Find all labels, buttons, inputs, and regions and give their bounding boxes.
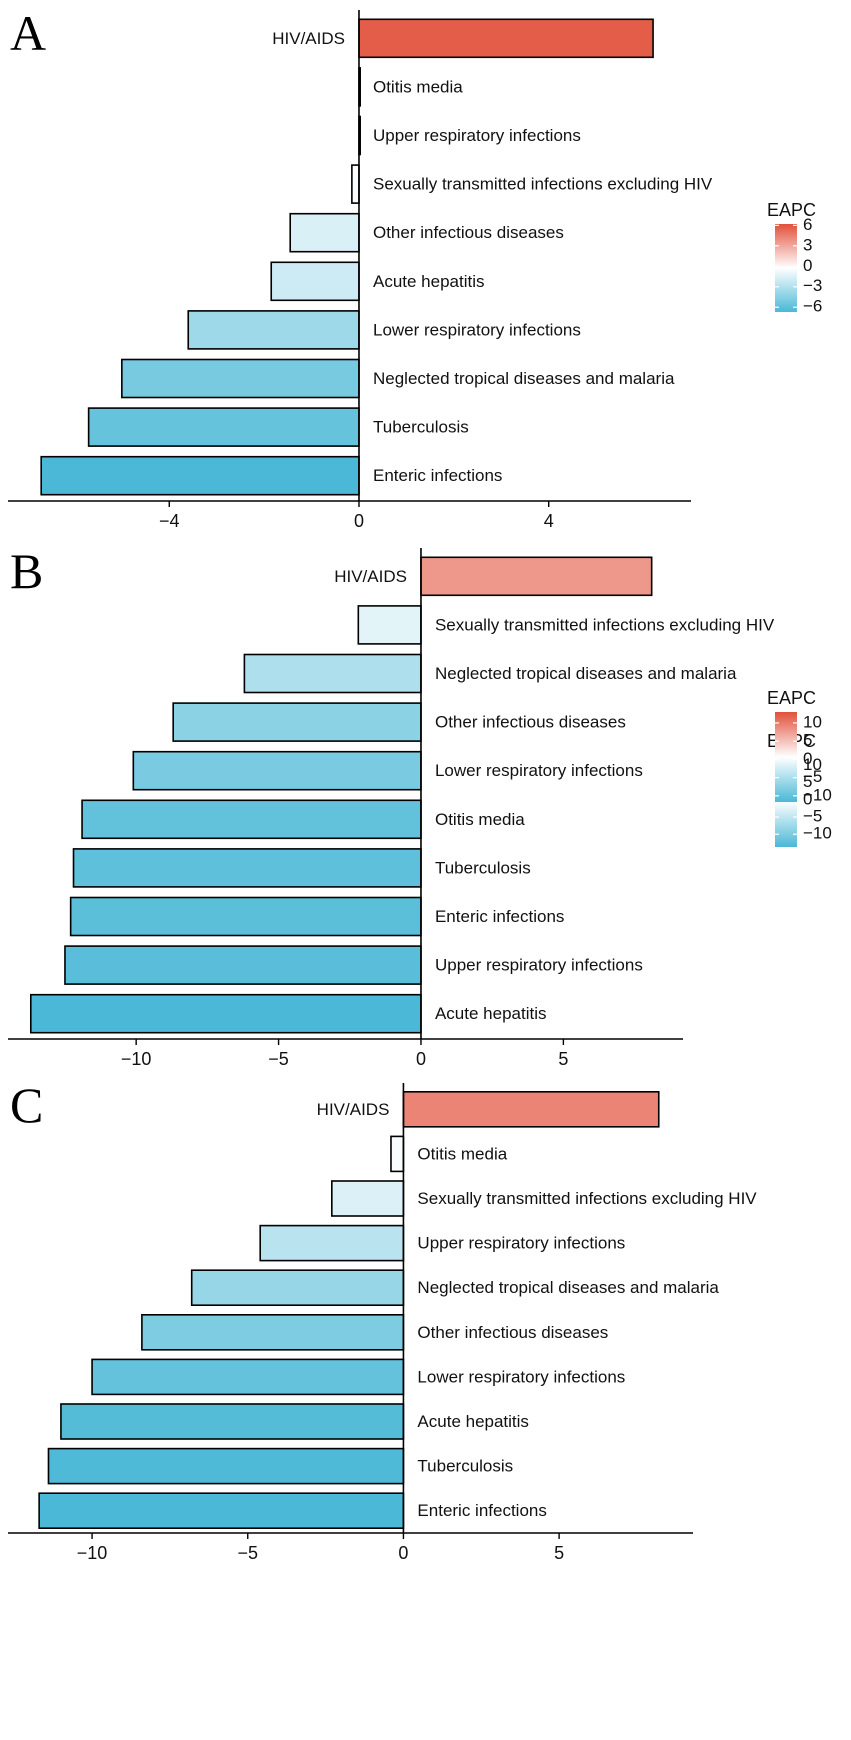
bar <box>289 212 360 253</box>
category-label: HIV/AIDS <box>334 567 407 586</box>
category-label: Otitis media <box>435 810 525 829</box>
category-label: Enteric infections <box>435 907 564 926</box>
bar <box>132 750 422 791</box>
category-label: Upper respiratory infections <box>435 956 643 975</box>
panel-letter: B <box>10 543 43 599</box>
legend-tick-label: −10 <box>803 824 832 843</box>
category-label: Acute hepatitis <box>435 1004 547 1023</box>
legend-tick-label: 5 <box>803 731 812 750</box>
legend-tick-label: 0 <box>803 256 812 275</box>
legend-tick-label: 10 <box>803 755 822 774</box>
category-label: Enteric infections <box>373 466 502 485</box>
legend-tick-label: −3 <box>803 276 822 295</box>
bar <box>81 799 422 840</box>
legend-colorbar <box>775 712 797 802</box>
x-tick-label: −10 <box>77 1543 108 1563</box>
bar <box>87 407 360 447</box>
legend-tick-label: 10 <box>803 712 822 731</box>
bar <box>259 1224 405 1262</box>
category-label: Otitis media <box>373 77 463 96</box>
category-label: Lower respiratory infections <box>373 320 581 339</box>
legend-colorbar <box>775 224 797 312</box>
bar <box>72 848 422 888</box>
bar <box>40 455 360 496</box>
category-label: Other infectious diseases <box>417 1323 608 1342</box>
bar <box>29 993 422 1034</box>
bar <box>270 261 360 302</box>
category-label: Upper respiratory infections <box>417 1234 625 1253</box>
category-label: Neglected tropical diseases and malaria <box>417 1278 719 1297</box>
category-label: Other infectious diseases <box>373 223 564 242</box>
legend-tick-label: −5 <box>803 767 822 786</box>
category-label: Sexually transmitted infections excludin… <box>373 175 713 194</box>
legend-title: EAPC <box>767 200 816 220</box>
legend-tick-label: −5 <box>803 807 822 826</box>
category-label: Neglected tropical diseases and malaria <box>435 664 737 683</box>
panel-c: C HIV/AIDS Otitis media Sexually transmitte… <box>8 688 832 1563</box>
bar <box>172 702 422 742</box>
panel-letter: A <box>10 5 46 61</box>
panel-letter: C <box>10 1077 43 1133</box>
category-label: Acute hepatitis <box>417 1412 529 1431</box>
bar <box>358 18 654 59</box>
category-label: Lower respiratory infections <box>435 761 643 780</box>
bar <box>190 1269 405 1306</box>
x-tick-label: 0 <box>354 511 364 531</box>
bar <box>91 1358 405 1396</box>
bar <box>357 605 422 645</box>
bar <box>187 310 360 350</box>
category-label: Tuberculosis <box>417 1457 513 1476</box>
bar <box>402 1091 660 1128</box>
x-tick-label: −4 <box>159 511 180 531</box>
bar <box>141 1314 405 1351</box>
legend-tick-label: 3 <box>803 235 812 254</box>
x-tick-label: 0 <box>416 1049 426 1069</box>
category-label: HIV/AIDS <box>272 29 345 48</box>
x-tick-label: −5 <box>237 1543 258 1563</box>
legend-tick-label: −10 <box>803 785 832 804</box>
legend-tick-label: 5 <box>803 772 812 791</box>
category-label: Enteric infections <box>417 1501 546 1520</box>
category-label: Neglected tropical diseases and malaria <box>373 369 675 388</box>
legend-tick-label: 6 <box>803 215 812 234</box>
x-tick-label: 4 <box>544 511 554 531</box>
bar <box>351 164 360 204</box>
x-tick-label: 0 <box>398 1543 408 1563</box>
bar <box>47 1447 405 1485</box>
category-label: Otitis media <box>417 1144 507 1163</box>
panel-a: A HIV/AIDS Otitis media Upper respiratory i… <box>8 5 822 531</box>
bar <box>69 896 422 937</box>
bar <box>331 1180 405 1217</box>
category-label: Other infectious diseases <box>435 713 626 732</box>
bar <box>121 358 360 399</box>
legend-tick-label: 0 <box>803 789 812 808</box>
x-tick-label: −10 <box>121 1049 152 1069</box>
category-label: Upper respiratory infections <box>373 126 581 145</box>
bar <box>390 1135 405 1173</box>
category-label: Sexually transmitted infections excludin… <box>417 1189 757 1208</box>
x-tick-label: 5 <box>554 1543 564 1563</box>
bar <box>38 1492 405 1529</box>
category-label: Sexually transmitted infections excludin… <box>435 615 775 634</box>
category-label: Lower respiratory infections <box>417 1367 625 1386</box>
panel-b: B HIV/AIDS Sexually transmitted infections… <box>8 543 832 1069</box>
legend-tick-label: −6 <box>803 297 822 316</box>
category-label: HIV/AIDS <box>317 1100 390 1119</box>
bar <box>243 653 422 694</box>
category-label: Acute hepatitis <box>373 272 485 291</box>
bar <box>420 556 653 597</box>
bar <box>60 1403 405 1440</box>
category-label: Tuberculosis <box>373 418 469 437</box>
legend-tick-label: 0 <box>803 749 812 768</box>
legend-title: EAPC <box>767 688 816 708</box>
x-tick-label: 5 <box>558 1049 568 1069</box>
x-tick-label: −5 <box>268 1049 289 1069</box>
category-label: Tuberculosis <box>435 858 531 877</box>
bar <box>64 945 422 985</box>
